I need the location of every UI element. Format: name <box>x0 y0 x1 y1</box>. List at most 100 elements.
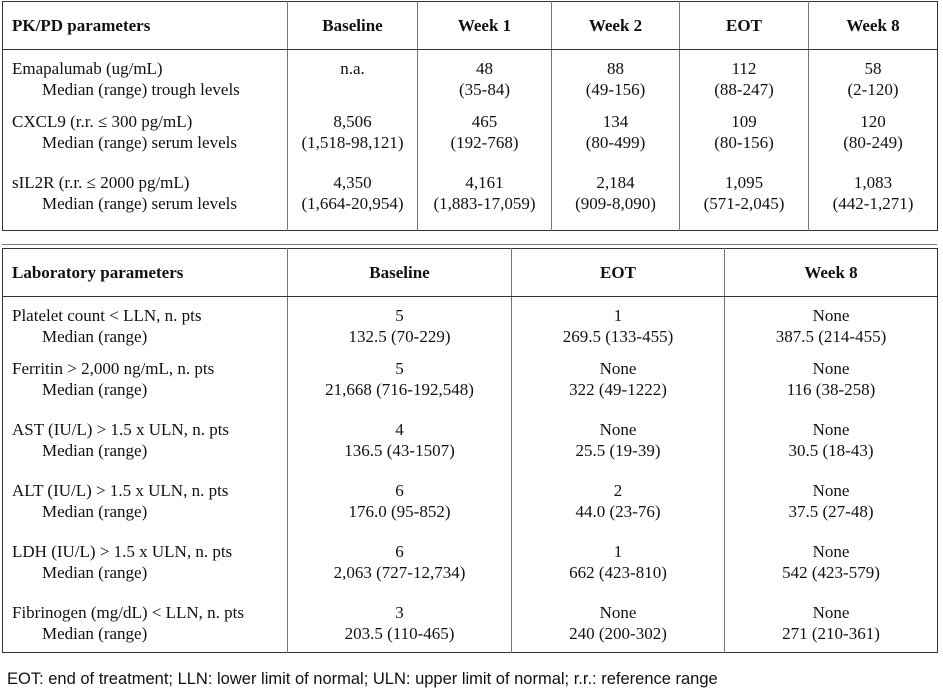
cell-range: 240 (200-302) <box>569 624 667 643</box>
row-label: Fibrinogen (mg/dL) < LLN, n. pts <box>12 603 244 622</box>
table-cell: None 116 (38-258) <box>724 358 938 419</box>
lab-header-baseline: Baseline <box>287 248 512 297</box>
cell-range: 542 (423-579) <box>782 563 880 582</box>
table-cell: 6 2,063 (727-12,734) <box>287 541 512 602</box>
table-cell: 1,083 (442-1,271) <box>808 172 938 231</box>
cell-value: 1 <box>613 306 623 325</box>
table-cell: 8,506 (1,518-98,121) <box>287 111 418 172</box>
row-label: CXCL9 (r.r. ≤ 300 pg/mL) <box>12 112 193 131</box>
table-footnote: EOT: end of treatment; LLN: lower limit … <box>7 670 718 688</box>
row-sublabel: Median (range) <box>42 327 148 346</box>
cell-value: None <box>599 420 637 439</box>
table-cell: 134 (80-499) <box>551 111 680 172</box>
table-cell: None 271 (210-361) <box>724 602 938 653</box>
cell-value: 2,184 <box>596 173 635 192</box>
row-label-cell: Emapalumab (ug/mL) Median (range) trough… <box>3 50 288 112</box>
cell-value: 4,161 <box>465 173 504 192</box>
table-cell: 58 (2-120) <box>808 49 938 111</box>
cell-value: 6 <box>395 542 404 561</box>
cell-range: (2-120) <box>847 80 899 99</box>
table-cell: 120 (80-249) <box>808 111 938 172</box>
cell-value: 88 <box>607 59 624 78</box>
cell-range: 387.5 (214-455) <box>775 327 887 346</box>
cell-range: (35-84) <box>459 80 510 99</box>
table-cell: 2,184 (909-8,090) <box>551 172 680 231</box>
cell-range: 44.0 (23-76) <box>575 502 661 521</box>
table-cell: None 240 (200-302) <box>511 602 725 653</box>
table-row: Fibrinogen (mg/dL) < LLN, n. pts Median (… <box>3 602 938 653</box>
cell-value: 120 <box>860 112 886 131</box>
table-cell: 3 203.5 (110-465) <box>287 602 512 653</box>
table-cell: None 542 (423-579) <box>724 541 938 602</box>
row-sublabel: Median (range) serum levels <box>42 133 237 152</box>
cell-value: 465 <box>471 112 498 131</box>
row-label: sIL2R (r.r. ≤ 2000 pg/mL) <box>12 173 190 192</box>
cell-value: None <box>599 359 637 378</box>
cell-value: 3 <box>395 603 404 622</box>
cell-value: 5 <box>395 359 404 378</box>
cell-value: None <box>812 306 850 325</box>
cell-range: 21,668 (716-192,548) <box>325 380 474 399</box>
row-label-cell: Fibrinogen (mg/dL) < LLN, n. pts Median (… <box>3 602 288 653</box>
row-label-cell: Ferritin > 2,000 ng/mL, n. pts Median (ra… <box>3 358 288 419</box>
cell-value: None <box>812 359 850 378</box>
cell-range: (1,664-20,954) <box>301 194 404 213</box>
cell-value: None <box>812 420 850 439</box>
pk-header-row: PK/PD parameters Baseline Week 1 Week 2 … <box>2 1 938 50</box>
cell-value: None <box>812 542 850 561</box>
table-row: Emapalumab (ug/mL) Median (range) trough… <box>3 49 938 112</box>
pk-header-week2: Week 2 <box>551 1 680 50</box>
cell-value: 2 <box>613 481 623 500</box>
table-cell: None 387.5 (214-455) <box>724 296 938 358</box>
cell-range: 136.5 (43-1507) <box>344 441 455 460</box>
laboratory-table: Laboratory parameters Baseline EOT Week … <box>2 248 938 653</box>
cell-range: (1,518-98,121) <box>301 133 404 152</box>
row-sublabel: Median (range) <box>42 563 148 582</box>
cell-range: 271 (210-361) <box>782 624 880 643</box>
row-label-cell: LDH (IU/L) > 1.5 x ULN, n. pts Median (ra… <box>3 541 288 602</box>
cell-value: 4,350 <box>333 173 372 192</box>
lab-header-parameters: Laboratory parameters <box>2 248 288 297</box>
row-label-cell: Platelet count < LLN, n. pts Median (rang… <box>3 297 288 359</box>
table-cell: 4,161 (1,883-17,059) <box>417 172 552 231</box>
cell-value: 1 <box>613 542 623 561</box>
row-label: Ferritin > 2,000 ng/mL, n. pts <box>12 359 215 378</box>
row-label: ALT (IU/L) > 1.5 x ULN, n. pts <box>12 481 229 500</box>
cell-value: 6 <box>395 481 404 500</box>
table-cell: None 322 (49-1222) <box>511 358 725 419</box>
row-label: Emapalumab (ug/mL) <box>12 59 163 78</box>
cell-range: (909-8,090) <box>575 194 656 213</box>
cell-value: 5 <box>395 306 404 325</box>
lab-header-week8: Week 8 <box>724 248 938 297</box>
cell-range: (442-1,271) <box>832 194 914 213</box>
cell-range: (192-768) <box>450 133 519 152</box>
cell-range: (1,883-17,059) <box>433 194 536 213</box>
table-row: ALT (IU/L) > 1.5 x ULN, n. pts Median (ra… <box>3 480 938 541</box>
row-sublabel: Median (range) serum levels <box>42 194 237 213</box>
pk-header-week1: Week 1 <box>417 1 552 50</box>
table-row: CXCL9 (r.r. ≤ 300 pg/mL) Median (range) … <box>3 111 938 172</box>
row-label-cell: ALT (IU/L) > 1.5 x ULN, n. pts Median (ra… <box>3 480 288 541</box>
table-row: sIL2R (r.r. ≤ 2000 pg/mL) Median (range)… <box>3 172 938 231</box>
cell-value: 1,083 <box>853 173 893 192</box>
table-cell: 5 132.5 (70-229) <box>287 296 512 358</box>
row-sublabel: Median (range) <box>42 624 148 643</box>
table-cell: 5 21,668 (716-192,548) <box>287 358 512 419</box>
cell-range: 132.5 (70-229) <box>348 327 451 346</box>
pk-pd-table: PK/PD parameters Baseline Week 1 Week 2 … <box>2 1 938 231</box>
cell-value: n.a. <box>340 59 365 78</box>
cell-value: None <box>812 603 850 622</box>
row-label: Platelet count < LLN, n. pts <box>12 306 202 325</box>
table-cell: 1 269.5 (133-455) <box>511 296 725 358</box>
cell-value: 58 <box>864 59 882 78</box>
table-cell: 1,095 (571-2,045) <box>679 172 809 231</box>
cell-range: 203.5 (110-465) <box>344 624 455 643</box>
cell-value: 4 <box>395 420 404 439</box>
table-cell: n.a. <box>287 49 418 111</box>
cell-range: 37.5 (27-48) <box>788 502 874 521</box>
cell-value: 8,506 <box>333 112 372 131</box>
row-label-cell: CXCL9 (r.r. ≤ 300 pg/mL) Median (range) … <box>3 111 288 172</box>
table-cell: None 37.5 (27-48) <box>724 480 938 541</box>
cell-value: 109 <box>731 112 757 131</box>
row-sublabel: Median (range) <box>42 380 148 399</box>
